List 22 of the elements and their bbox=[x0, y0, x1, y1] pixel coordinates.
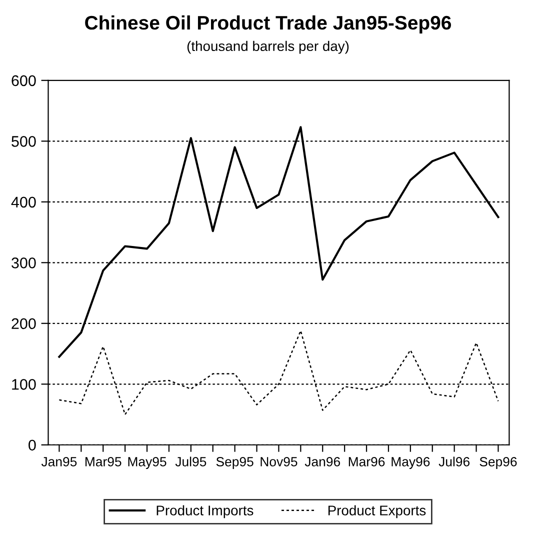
x-tick-label: Sep95 bbox=[216, 457, 254, 469]
y-tick-label: 400 bbox=[11, 196, 36, 208]
y-tick-label: 100 bbox=[12, 379, 36, 390]
y-tick-label: 300 bbox=[12, 258, 36, 268]
x-tick-label: Jan95 bbox=[41, 457, 77, 466]
y-tick-label: 200 bbox=[12, 318, 36, 330]
x-tick-label: Jul96 bbox=[438, 456, 470, 466]
x-tick-label: Jan96 bbox=[304, 457, 340, 466]
x-tick-label: Sep96 bbox=[480, 457, 517, 469]
x-tick-label: May95 bbox=[128, 457, 166, 469]
legend-label: Product Exports bbox=[328, 505, 426, 518]
x-tick-label: Mar95 bbox=[86, 457, 122, 466]
y-tick-label: 500 bbox=[12, 136, 36, 147]
x-tick-label: May96 bbox=[392, 457, 430, 469]
x-tick-label: Nov95 bbox=[260, 457, 298, 466]
y-tick-label: 0 bbox=[28, 440, 36, 451]
chart-title: Chinese Oil Product Trade Jan95-Sep96 bbox=[85, 15, 452, 34]
y-tick-label: 600 bbox=[12, 75, 36, 86]
legend-label: Product Imports bbox=[156, 505, 254, 518]
chart-subtitle: (thousand barrels per day) bbox=[187, 40, 349, 54]
x-tick-label: Mar96 bbox=[348, 457, 385, 466]
x-tick-label: Jul95 bbox=[175, 456, 206, 466]
